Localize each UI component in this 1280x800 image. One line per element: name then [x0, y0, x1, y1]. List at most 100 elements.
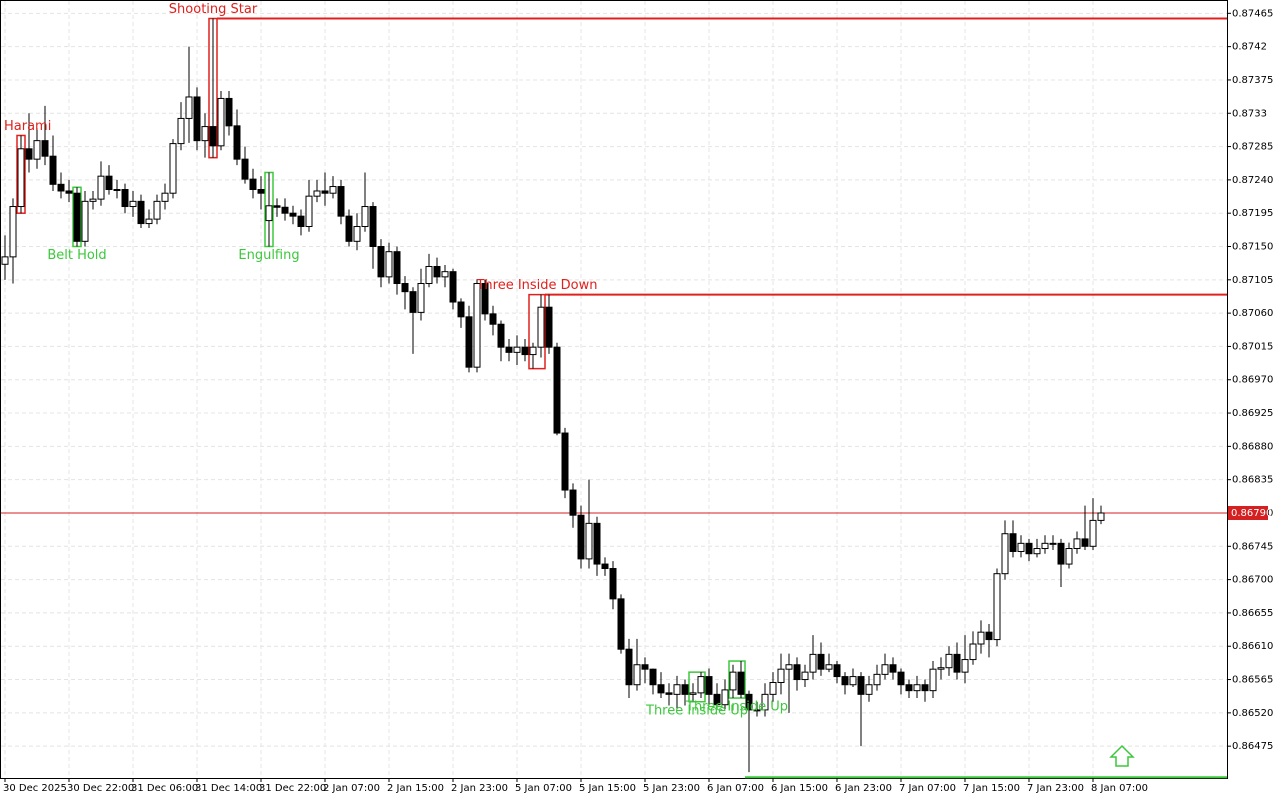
- candle-body: [49, 155, 57, 185]
- candle-body: [393, 251, 401, 285]
- candle-body: [425, 265, 433, 285]
- candle-body: [961, 659, 969, 673]
- y-tick-label: 0.86520: [1232, 708, 1273, 719]
- candle-body: [617, 598, 625, 650]
- candle-body: [193, 96, 201, 142]
- candle-body: [953, 653, 961, 673]
- candle-body: [569, 489, 577, 516]
- y-tick-label: 0.86835: [1232, 475, 1273, 486]
- candle-body: [73, 192, 81, 242]
- candle-body: [289, 212, 297, 217]
- candle-body: [537, 306, 545, 348]
- y-tick-label: 0.87105: [1232, 275, 1273, 286]
- candle-body: [209, 126, 217, 147]
- candle-body: [521, 346, 529, 356]
- candle-body: [329, 186, 337, 194]
- y-tick-label: 0.86880: [1232, 441, 1273, 452]
- candle-body: [977, 631, 985, 645]
- candle-body: [849, 676, 857, 686]
- candle-body: [681, 684, 689, 695]
- y-tick-label: 0.87195: [1232, 208, 1273, 219]
- y-tick-label: 0.87285: [1232, 142, 1273, 153]
- candle-body: [273, 205, 281, 208]
- candle-body: [577, 514, 585, 560]
- candle-body: [673, 684, 681, 695]
- pattern-label: Three Inside Up: [645, 703, 748, 718]
- y-tick-label: 0.86475: [1232, 741, 1273, 752]
- candle-body: [217, 97, 225, 147]
- candle-body: [993, 573, 1001, 641]
- candle-body: [873, 673, 881, 686]
- candle-body: [345, 215, 353, 242]
- x-tick-label: 5 Jan 07:00: [515, 783, 572, 794]
- candle-body: [737, 671, 745, 695]
- candle-body: [161, 192, 169, 202]
- candle-body: [353, 226, 361, 242]
- candle-body: [113, 189, 121, 192]
- y-tick-label: 0.87060: [1232, 308, 1273, 319]
- x-tick-label: 6 Jan 07:00: [707, 783, 764, 794]
- y-tick-label: 0.87150: [1232, 242, 1273, 253]
- candle-body: [433, 265, 441, 278]
- candle-body: [529, 346, 537, 356]
- pattern-label: Shooting Star: [169, 2, 258, 17]
- candle-body: [145, 218, 153, 225]
- candle-body: [1025, 542, 1033, 555]
- candle-body: [777, 668, 785, 684]
- x-tick-label: 2 Jan 23:00: [451, 783, 508, 794]
- candle-body: [1057, 542, 1065, 565]
- candle-body: [769, 682, 777, 695]
- pattern-box: [688, 671, 706, 703]
- candle-body: [601, 563, 609, 570]
- x-tick-label: 8 Jan 07:00: [1091, 783, 1148, 794]
- x-tick-label: 7 Jan 15:00: [963, 783, 1020, 794]
- y-tick-label: 0.87240: [1232, 175, 1273, 186]
- x-tick-label: 30 Dec 2025: [3, 783, 67, 794]
- candle-body: [9, 206, 17, 258]
- candle-body: [137, 200, 145, 225]
- candle-body: [297, 215, 305, 228]
- candle-body: [385, 251, 393, 278]
- candle-body: [689, 692, 697, 695]
- candle-body: [57, 183, 65, 192]
- candle-body: [881, 664, 889, 675]
- candle-body: [481, 283, 489, 315]
- candle-body: [1009, 533, 1017, 552]
- candle-body: [457, 301, 465, 318]
- x-tick-label: 5 Jan 23:00: [643, 783, 700, 794]
- y-tick-label: 0.86925: [1232, 408, 1273, 419]
- x-tick-label: 7 Jan 23:00: [1027, 783, 1084, 794]
- x-tick-label: 2 Jan 07:00: [323, 783, 380, 794]
- candle-body: [801, 671, 809, 681]
- candle-body: [1001, 533, 1009, 575]
- pattern-box: [728, 660, 746, 699]
- candle-body: [249, 178, 257, 191]
- x-tick-label: 31 Dec 22:00: [259, 783, 326, 794]
- candle-body: [745, 693, 753, 711]
- candle-body: [265, 205, 273, 222]
- candle-body: [489, 313, 497, 325]
- y-tick-label: 0.8733: [1232, 108, 1267, 119]
- candle-body: [241, 158, 249, 180]
- candle-body: [17, 148, 25, 208]
- candle-body: [913, 684, 921, 692]
- current-price-box: [1228, 505, 1268, 520]
- candle-body: [553, 346, 561, 434]
- candle-body: [937, 667, 945, 670]
- candle-body: [321, 190, 329, 194]
- y-tick-label: 0.87375: [1232, 75, 1273, 86]
- x-tick-label: 31 Dec 14:00: [195, 783, 262, 794]
- candle-body: [473, 283, 481, 368]
- candle-body: [257, 189, 265, 194]
- candle-body: [369, 206, 377, 248]
- candle-body: [721, 689, 729, 706]
- candle-body: [969, 643, 977, 661]
- x-tick-label: 6 Jan 15:00: [771, 783, 828, 794]
- candle-body: [449, 271, 457, 303]
- candle-body: [337, 186, 345, 217]
- x-tick-label: 31 Dec 06:00: [131, 783, 198, 794]
- candle-body: [33, 140, 41, 160]
- x-tick-label: 6 Jan 23:00: [835, 783, 892, 794]
- candle-body: [705, 676, 713, 695]
